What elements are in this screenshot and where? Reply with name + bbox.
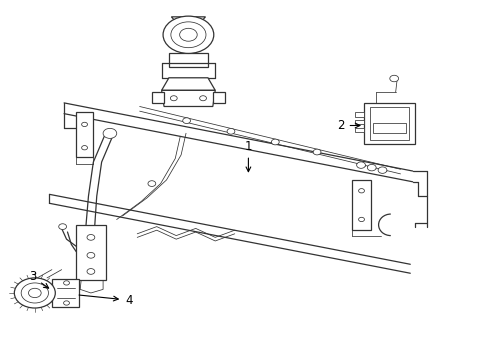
Circle shape	[87, 269, 95, 274]
Text: 3: 3	[29, 270, 48, 288]
Circle shape	[356, 162, 365, 168]
Text: 1: 1	[244, 140, 252, 172]
Circle shape	[271, 139, 279, 145]
Circle shape	[226, 129, 234, 134]
Polygon shape	[212, 92, 224, 103]
Circle shape	[63, 301, 69, 305]
Polygon shape	[351, 180, 370, 230]
Polygon shape	[171, 17, 205, 22]
Circle shape	[28, 288, 41, 298]
Circle shape	[312, 149, 320, 155]
Polygon shape	[161, 78, 215, 90]
Polygon shape	[76, 112, 93, 157]
Circle shape	[63, 281, 69, 285]
Polygon shape	[152, 92, 163, 103]
Circle shape	[81, 145, 87, 150]
Circle shape	[389, 75, 398, 82]
Circle shape	[103, 129, 117, 138]
Circle shape	[170, 96, 177, 101]
Circle shape	[179, 28, 197, 41]
Circle shape	[163, 16, 213, 53]
Circle shape	[87, 252, 95, 258]
Polygon shape	[168, 53, 207, 67]
Circle shape	[14, 278, 55, 308]
Bar	[354, 120, 363, 125]
Polygon shape	[76, 225, 105, 280]
Bar	[372, 123, 406, 134]
Circle shape	[87, 234, 95, 240]
Polygon shape	[161, 90, 215, 107]
Bar	[369, 107, 408, 140]
Circle shape	[377, 167, 386, 174]
Circle shape	[183, 118, 190, 123]
Circle shape	[358, 189, 364, 193]
Text: 4: 4	[79, 294, 132, 307]
Circle shape	[199, 96, 206, 101]
Polygon shape	[52, 279, 79, 307]
Bar	[354, 112, 363, 117]
Circle shape	[59, 224, 66, 229]
Circle shape	[148, 181, 156, 186]
Bar	[363, 103, 414, 144]
Circle shape	[358, 217, 364, 222]
Bar	[354, 128, 363, 132]
Circle shape	[366, 165, 375, 171]
Circle shape	[81, 122, 87, 127]
Circle shape	[170, 22, 205, 48]
Text: 2: 2	[336, 119, 359, 132]
Circle shape	[21, 283, 48, 303]
